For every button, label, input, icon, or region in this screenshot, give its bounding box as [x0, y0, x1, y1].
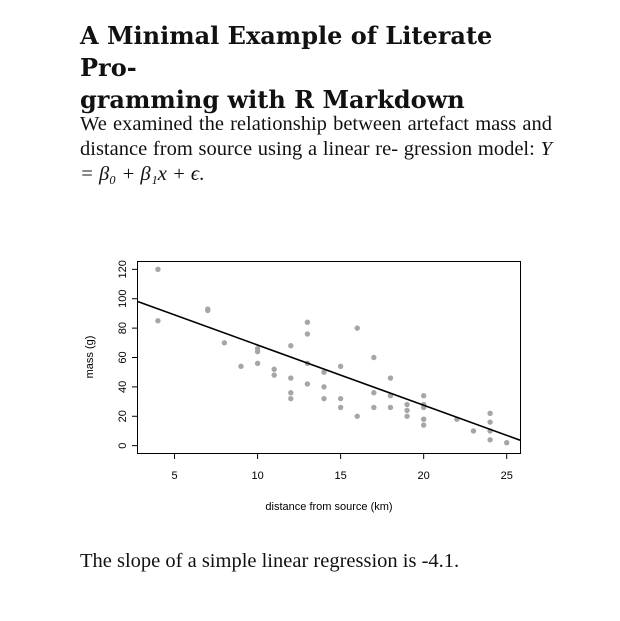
data-point — [337, 395, 344, 402]
data-point — [304, 319, 311, 325]
para-line-2: mass and distance from source using a li… — [80, 113, 553, 160]
data-point — [304, 331, 311, 337]
x-tick-label: 20 — [418, 470, 430, 482]
x-axis-label: distance from source (km) — [265, 501, 392, 513]
y-tick-label: 40 — [117, 381, 129, 393]
conclusion-text: The slope of a simple linear regression … — [80, 550, 460, 572]
data-point — [205, 307, 211, 314]
data-point — [271, 366, 277, 372]
data-point — [221, 340, 228, 346]
data-point — [487, 437, 493, 443]
data-point — [404, 407, 410, 414]
y-tick-label: 100 — [117, 290, 129, 308]
data-point — [254, 348, 261, 355]
data-point — [288, 343, 294, 349]
data-point — [337, 404, 344, 411]
data-point — [238, 363, 244, 370]
y-tick-label: 80 — [117, 322, 129, 334]
data-point — [155, 318, 161, 324]
methods-paragraph: We examined the relationship between art… — [80, 112, 552, 187]
data-point — [387, 404, 394, 411]
x-tick-label: 5 — [171, 470, 177, 482]
data-point — [288, 395, 294, 402]
regression-equation: Y = β₀ + β₁x + ϵ — [80, 138, 552, 185]
data-point — [354, 413, 360, 419]
data-point — [470, 428, 477, 434]
data-point — [304, 381, 311, 387]
y-tick-label: 0 — [117, 443, 129, 449]
data-point — [404, 413, 410, 419]
para-line-3: gression model: — [403, 138, 541, 160]
plot-frame — [137, 261, 521, 454]
data-point — [420, 422, 427, 428]
x-tick-label: 10 — [251, 470, 263, 482]
para-line-3-end: . — [199, 163, 205, 185]
regression-line — [137, 300, 521, 441]
para-line-1: We examined the relationship between art… — [80, 113, 470, 135]
data-point — [420, 416, 427, 422]
title-line-2: gramming with R Markdown — [80, 85, 465, 114]
data-point — [371, 404, 377, 411]
y-tick-label: 20 — [117, 410, 129, 422]
title-line-1: A Minimal Example of Literate Pro- — [80, 21, 493, 82]
x-tick-label: 25 — [501, 470, 513, 482]
y-tick-label: 120 — [117, 260, 129, 278]
data-point — [487, 419, 493, 425]
scatter-plot-figure: 0 20 40 60 80 100 120 5 10 15 20 25 distance from … — [78, 252, 528, 522]
paper-title: A Minimal Example of Literate Pro- gramm… — [80, 20, 550, 116]
data-point — [254, 360, 261, 367]
x-tick-label: 15 — [335, 470, 347, 482]
data-point — [321, 369, 327, 375]
data-point — [354, 325, 360, 331]
data-point — [288, 375, 294, 381]
y-axis-label: mass (g) — [84, 336, 96, 379]
data-point — [504, 440, 510, 446]
data-point — [487, 410, 493, 417]
y-tick-label: 60 — [117, 351, 129, 363]
data-point — [420, 393, 427, 399]
data-point — [321, 384, 327, 390]
scatter-plot: 0 20 40 60 80 100 120 5 10 15 20 25 distance from … — [84, 260, 521, 513]
data-point — [387, 375, 394, 381]
data-point — [371, 390, 377, 396]
data-point — [155, 266, 161, 273]
data-point — [288, 390, 294, 396]
data-point — [337, 363, 344, 370]
data-point — [404, 401, 410, 408]
data-point — [321, 395, 327, 402]
data-point — [371, 354, 377, 361]
data-point — [271, 372, 277, 378]
